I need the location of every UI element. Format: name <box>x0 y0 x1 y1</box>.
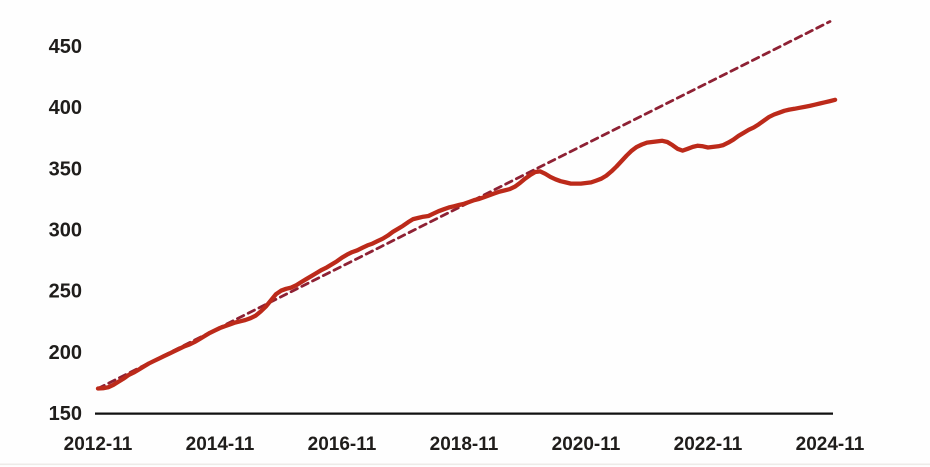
y-axis-tick-labels: 150 200 250 300 350 400 450 <box>49 36 82 425</box>
x-tick-label: 2024-11 <box>796 434 865 455</box>
y-tick-label: 200 <box>49 342 82 364</box>
y-tick-label: 300 <box>49 220 82 242</box>
x-tick-label: 2014-11 <box>186 434 255 455</box>
y-tick-label: 400 <box>49 97 82 119</box>
x-tick-label: 2022-11 <box>674 434 743 455</box>
bottom-edge-artifact <box>0 463 930 466</box>
x-tick-label: 2020-11 <box>552 434 621 455</box>
x-axis-tick-labels: 2012-11 2014-11 2016-11 2018-11 2020-11 2022-… <box>64 434 865 455</box>
y-tick-label: 150 <box>49 403 82 425</box>
actual-series-line <box>95 97 838 391</box>
y-tick-label: 450 <box>49 36 82 58</box>
y-tick-label: 250 <box>49 281 82 303</box>
y-tick-label: 350 <box>49 158 82 180</box>
x-tick-label: 2018-11 <box>430 434 499 455</box>
x-tick-label: 2012-11 <box>64 434 133 455</box>
x-tick-label: 2016-11 <box>308 434 377 455</box>
